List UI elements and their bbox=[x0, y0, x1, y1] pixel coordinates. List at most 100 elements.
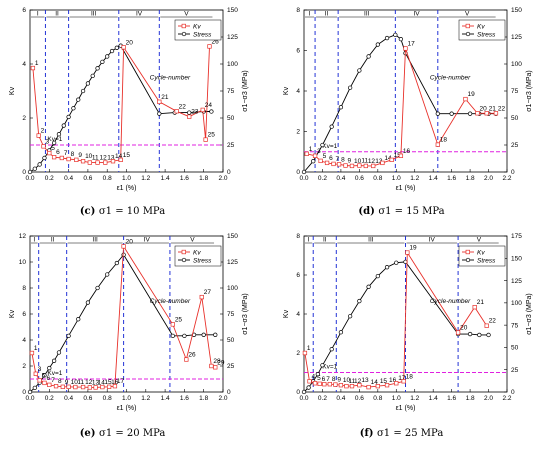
kv-point-label: 13 bbox=[92, 379, 100, 386]
x-tick-label: 0.6 bbox=[355, 175, 364, 182]
x-tick-label: 1.2 bbox=[410, 395, 419, 402]
kv-point bbox=[213, 365, 218, 370]
stage-label: I bbox=[33, 237, 35, 244]
kv-point bbox=[53, 384, 59, 389]
kv-point-label: 10 bbox=[343, 377, 351, 384]
stress-point bbox=[301, 169, 307, 175]
y-tick-label-right: 150 bbox=[227, 7, 238, 14]
stress-point bbox=[338, 330, 344, 335]
kv-point bbox=[403, 46, 408, 51]
kv-point bbox=[389, 157, 394, 163]
x-tick-label: 0.4 bbox=[64, 175, 73, 182]
stress-point bbox=[61, 123, 66, 128]
stress-point bbox=[37, 162, 42, 167]
y-tick-label-right: 125 bbox=[511, 34, 522, 41]
stress-point bbox=[320, 363, 325, 368]
kv-point-label: 20 bbox=[126, 39, 134, 46]
kv-point bbox=[33, 371, 38, 376]
kv-point bbox=[207, 44, 212, 49]
kv-point bbox=[349, 163, 355, 169]
stress-point bbox=[201, 332, 206, 337]
kv-point bbox=[80, 384, 86, 390]
y-tick-label-right: 100 bbox=[511, 300, 522, 307]
legend-box bbox=[174, 245, 222, 267]
kv-point bbox=[366, 384, 371, 390]
y-tick-label-right: 75 bbox=[511, 88, 519, 95]
kv-point-label: 11 bbox=[92, 155, 99, 162]
stress-point bbox=[393, 32, 398, 37]
stress-point bbox=[477, 332, 482, 338]
kv-point bbox=[121, 45, 126, 50]
kv-point bbox=[472, 305, 477, 310]
kv-point-label: 17 bbox=[117, 378, 125, 385]
caption-text: σ1 = 25 MPa bbox=[377, 428, 443, 439]
stress-point bbox=[71, 106, 76, 111]
y-tick-label-right: 125 bbox=[227, 259, 238, 266]
kv-point bbox=[363, 163, 368, 169]
panel-d: 0.0 0.2 0.4 0.6 0.8 1.0 1.2 1.4 1.6 1.8 2.0 2.20246… bbox=[283, 7, 533, 217]
panel-caption: (e) σ1 = 20 MPa bbox=[80, 428, 166, 439]
kv-point bbox=[80, 159, 86, 164]
kv-point bbox=[87, 385, 92, 390]
x-tick-label: 2.0 bbox=[484, 395, 493, 402]
stress-point bbox=[56, 132, 62, 137]
stress-point bbox=[105, 54, 110, 59]
x-tick-label: 2.0 bbox=[218, 175, 227, 182]
y-tick-label-right: 175 bbox=[511, 233, 522, 240]
x-tick-label: 0.8 bbox=[103, 395, 112, 402]
stress-point bbox=[27, 169, 33, 175]
legend-stress-marker bbox=[465, 31, 471, 37]
caption-label: (c) bbox=[80, 206, 99, 217]
y-axis-title-right: σ1−σ3 (MPa) bbox=[526, 293, 533, 335]
kv-point-label: 2 bbox=[41, 128, 45, 135]
stress-point bbox=[51, 358, 57, 363]
stress-point bbox=[66, 333, 71, 338]
y-axis-title-right: σ1−σ3 (MPa) bbox=[242, 293, 249, 335]
x-tick-label: 0.8 bbox=[373, 395, 382, 402]
kv-point-label: 24 bbox=[205, 102, 213, 109]
kv-point bbox=[398, 153, 404, 158]
kv-point bbox=[103, 160, 108, 165]
kv-point-label: 26 bbox=[211, 38, 219, 45]
x-tick-label: 0.4 bbox=[336, 175, 345, 182]
x-tick-label: 0.6 bbox=[83, 175, 92, 182]
kv-point bbox=[302, 350, 308, 356]
stress-point bbox=[366, 54, 371, 59]
stress-point bbox=[315, 372, 320, 377]
stress-point bbox=[27, 389, 33, 395]
legend-kv-marker bbox=[465, 23, 470, 29]
kv-point-label: 22 bbox=[179, 103, 187, 110]
kv-point-label: 18 bbox=[406, 373, 414, 380]
kv-point-label: 19 bbox=[467, 91, 475, 98]
caption-label: (e) bbox=[80, 428, 99, 439]
kv-point bbox=[455, 330, 461, 335]
stress-point bbox=[85, 300, 91, 305]
kv-point-label: 14 bbox=[115, 153, 123, 160]
y-tick-label-right: 50 bbox=[511, 115, 519, 122]
panel-f: 0.0 0.2 0.4 0.6 0.8 1.0 1.2 1.4 1.6 1.8 2.0 2.20246… bbox=[283, 233, 533, 439]
kv-point-label: 17 bbox=[398, 375, 406, 382]
x-tick-label: 1.8 bbox=[199, 395, 208, 402]
x-tick-label: 0.4 bbox=[336, 395, 345, 402]
kv-point bbox=[327, 382, 332, 387]
stress-point bbox=[85, 81, 91, 86]
panel-e: 0.0 0.2 0.4 0.6 0.8 1.0 1.2 1.4 1.6 1.8 2.00246810… bbox=[9, 233, 249, 439]
kv-point-label: 6 bbox=[46, 375, 50, 382]
stress-point bbox=[394, 260, 399, 265]
stress-point bbox=[95, 285, 100, 291]
kv-point bbox=[112, 384, 118, 389]
legend-stress-label: Stress bbox=[477, 257, 496, 264]
y-tick-label-right: 125 bbox=[227, 34, 238, 41]
y-tick-label-right: 150 bbox=[227, 233, 238, 240]
kv-point bbox=[42, 380, 47, 386]
y-tick-label-right: 75 bbox=[227, 88, 235, 95]
kv-point bbox=[343, 163, 348, 168]
kv-threshold-label: Kv=1 bbox=[47, 136, 62, 143]
stage-label: V bbox=[465, 11, 470, 18]
stress-point bbox=[95, 66, 100, 71]
kv-point bbox=[41, 144, 46, 149]
stress-point bbox=[357, 298, 362, 304]
stress-point bbox=[114, 45, 119, 50]
kv-point-label: 10 bbox=[71, 379, 79, 386]
panel-c: 0.0 0.2 0.4 0.6 0.8 1.0 1.2 1.4 1.6 1.8 2.00246025… bbox=[9, 7, 249, 217]
